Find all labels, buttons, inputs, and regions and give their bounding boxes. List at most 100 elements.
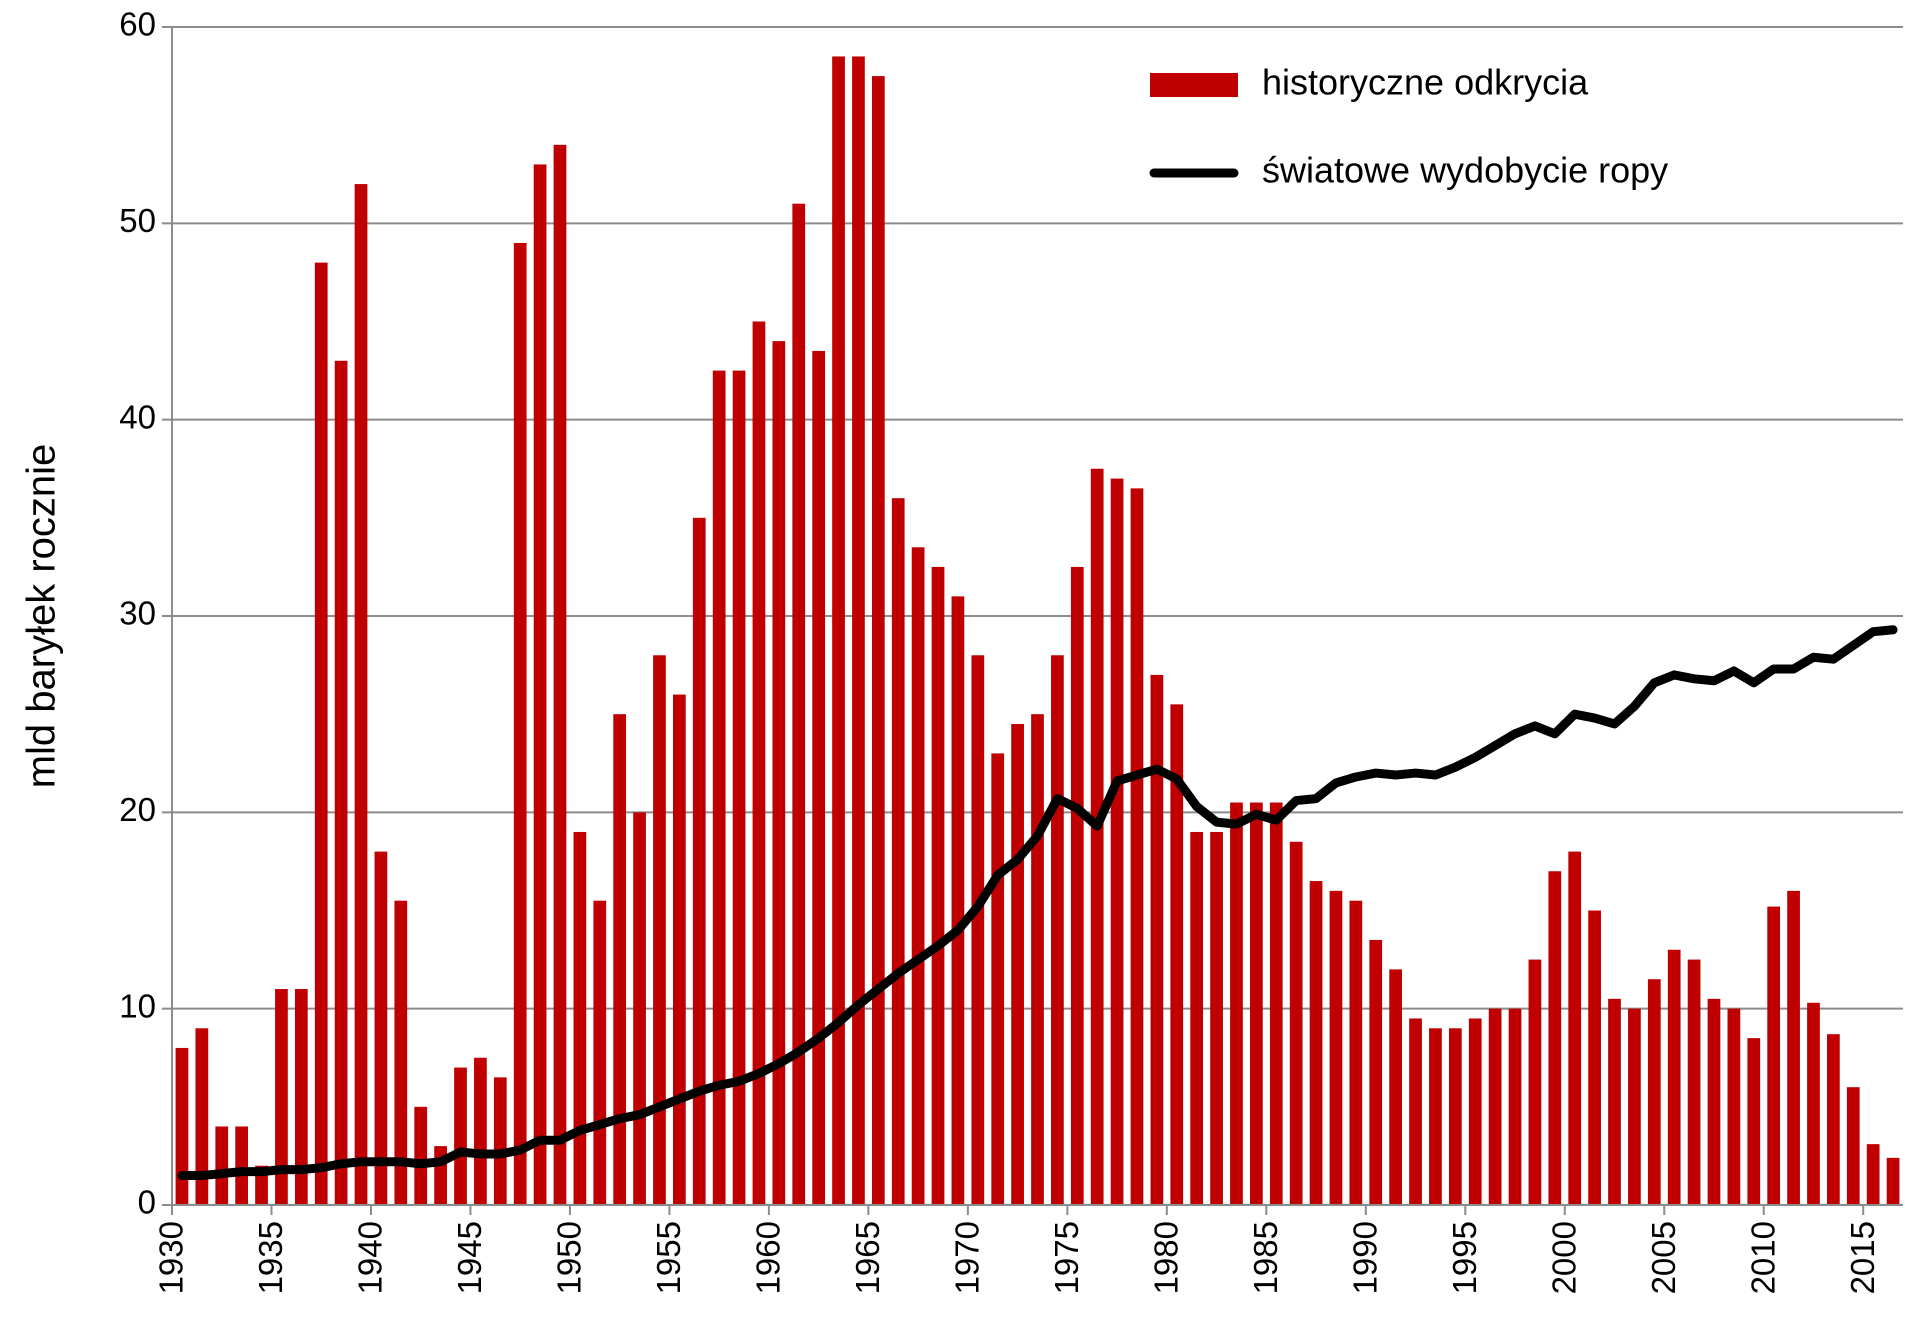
bar <box>1826 1034 1840 1205</box>
x-tick-label: 1955 <box>650 1221 687 1294</box>
bar <box>1548 871 1562 1205</box>
x-tick-label: 1990 <box>1347 1221 1384 1294</box>
bar <box>314 262 328 1206</box>
bar <box>195 1028 209 1205</box>
bar <box>414 1106 428 1205</box>
bar <box>1110 478 1124 1206</box>
bar <box>792 203 806 1205</box>
x-tick-label: 2015 <box>1844 1221 1881 1294</box>
bar <box>991 753 1005 1205</box>
bar <box>1090 468 1104 1205</box>
bar <box>1588 910 1601 1205</box>
bar <box>1429 1028 1442 1205</box>
x-tick-label: 1940 <box>352 1221 389 1294</box>
bar <box>1508 1008 1522 1205</box>
bar <box>1886 1157 1900 1205</box>
bar <box>1210 831 1223 1205</box>
x-tick-label: 1960 <box>750 1221 787 1294</box>
bar <box>1309 881 1323 1205</box>
bar <box>294 989 308 1205</box>
bar <box>513 242 527 1205</box>
bar <box>911 547 925 1205</box>
bar <box>454 1067 467 1205</box>
x-tick-label: 1995 <box>1446 1221 1483 1294</box>
y-tick-label: 40 <box>119 398 156 435</box>
x-tick-label: 1945 <box>451 1221 488 1294</box>
bar <box>354 184 368 1206</box>
bar <box>1707 998 1721 1205</box>
x-tick-label: 2005 <box>1645 1221 1682 1294</box>
bar <box>1787 890 1800 1205</box>
y-tick-label: 60 <box>119 6 156 43</box>
bar <box>1468 1018 1482 1205</box>
bar <box>1767 906 1781 1205</box>
legend-swatch <box>1150 73 1238 97</box>
bar <box>1866 1144 1880 1205</box>
x-tick-label: 1935 <box>252 1221 289 1294</box>
bar <box>891 498 905 1205</box>
bar <box>374 851 388 1205</box>
bar <box>692 517 706 1205</box>
y-tick-label: 50 <box>119 202 156 239</box>
legend-label: światowe wydobycie ropy <box>1262 150 1668 191</box>
bar <box>1687 959 1701 1205</box>
bar <box>772 341 786 1206</box>
bar <box>493 1077 507 1205</box>
bar <box>215 1126 229 1205</box>
y-axis-label: mld baryłek rocznie <box>20 444 64 789</box>
bar <box>1190 831 1204 1205</box>
bar <box>1389 969 1403 1205</box>
bar <box>971 655 985 1205</box>
bar <box>1269 802 1283 1205</box>
bar <box>1409 1018 1422 1205</box>
line <box>177 625 1898 1181</box>
x-tick-label: 1975 <box>1048 1221 1085 1294</box>
x-tick-label: 2010 <box>1744 1221 1781 1294</box>
bar <box>1230 802 1243 1205</box>
bar <box>1011 723 1024 1205</box>
bar <box>1528 959 1542 1205</box>
bar <box>553 144 567 1205</box>
bar <box>533 164 547 1205</box>
bar <box>394 900 408 1205</box>
bar <box>633 812 646 1205</box>
bar <box>1150 674 1164 1205</box>
bar <box>1608 998 1621 1205</box>
bar <box>812 350 826 1205</box>
x-tick-label: 1970 <box>949 1221 986 1294</box>
x-tick-label: 1980 <box>1148 1221 1185 1294</box>
bar <box>1727 1008 1741 1205</box>
bar <box>1070 566 1084 1205</box>
bar <box>712 370 726 1205</box>
bar <box>1568 851 1582 1205</box>
legend-label: historyczne odkrycia <box>1262 62 1589 103</box>
x-tick-label: 1930 <box>153 1221 190 1294</box>
bar <box>1667 949 1681 1205</box>
bar <box>1448 1028 1462 1205</box>
bar <box>852 56 865 1206</box>
bar <box>275 989 288 1205</box>
bar <box>653 655 666 1205</box>
bar <box>1249 802 1263 1205</box>
bar <box>1289 841 1303 1205</box>
bar <box>175 1047 189 1205</box>
bar <box>672 694 686 1205</box>
bar <box>1647 979 1661 1205</box>
bar <box>1031 714 1044 1205</box>
bar <box>474 1057 487 1205</box>
bar <box>752 321 766 1205</box>
y-tick-label: 0 <box>138 1184 156 1221</box>
bar <box>1628 1008 1641 1205</box>
bar <box>732 370 746 1205</box>
bar <box>832 56 845 1206</box>
bar <box>931 566 945 1205</box>
x-tick-label: 1965 <box>849 1221 886 1294</box>
bar <box>1488 1008 1502 1205</box>
bar <box>1130 488 1144 1206</box>
bar <box>235 1126 249 1205</box>
bar <box>1807 1002 1820 1205</box>
y-tick-label: 20 <box>119 791 156 828</box>
bar <box>1747 1038 1761 1205</box>
